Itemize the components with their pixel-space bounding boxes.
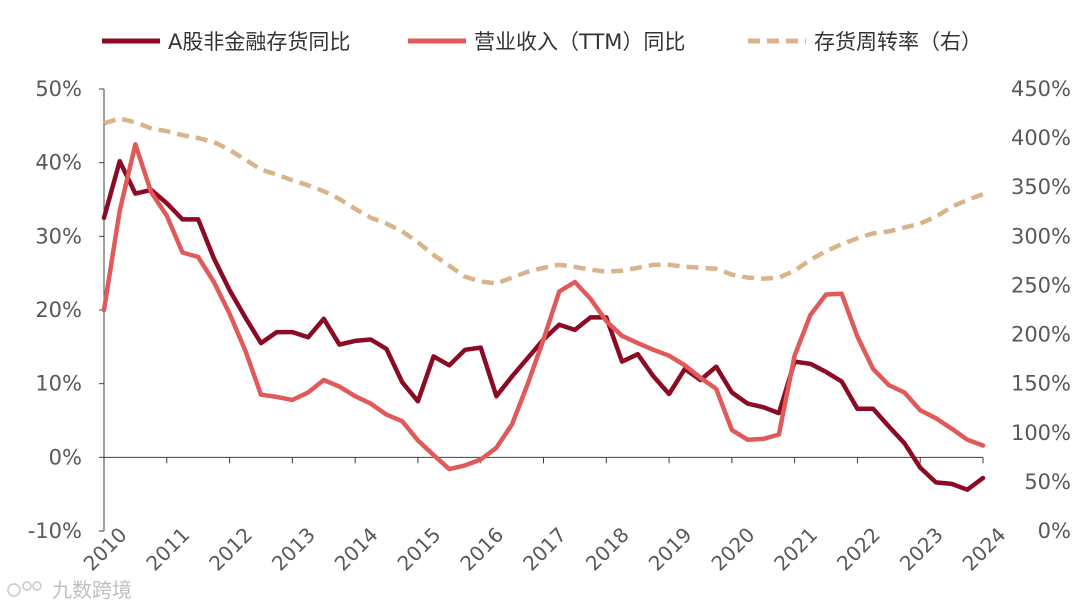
y-right-tick-label: 200%	[1011, 323, 1071, 347]
x-tick-label: 2023	[895, 523, 948, 576]
x-tick-label: 2010	[79, 523, 132, 576]
watermark-logo-icon	[7, 581, 42, 597]
y-left-tick-label: 10%	[35, 372, 82, 396]
watermark-text: 九数跨境	[52, 578, 132, 602]
x-tick-label: 2022	[832, 523, 885, 576]
legend-label-1: 营业收入（TTM）同比	[474, 30, 685, 54]
x-tick-label: 2020	[706, 523, 759, 576]
series-line-2	[103, 116, 984, 286]
y-right-tick-label: 450%	[1011, 77, 1071, 101]
y-right-tick-label: 100%	[1011, 421, 1071, 445]
legend-label-0: A股非金融存货同比	[168, 30, 350, 54]
y-right-tick-label: 50%	[1024, 470, 1071, 494]
y-right-tick-label: 400%	[1011, 126, 1071, 150]
y-right-tick-label: 350%	[1011, 175, 1071, 199]
x-tick-label: 2013	[267, 523, 320, 576]
watermark: 九数跨境	[7, 578, 132, 602]
y-left-tick-label: -10%	[28, 519, 82, 543]
y-left-tick-label: 0%	[49, 445, 82, 469]
y-left-tick-label: 50%	[35, 77, 82, 101]
y-left-tick-label: 30%	[35, 224, 82, 248]
y-right-tick-label: 300%	[1011, 224, 1071, 248]
legend-label-2: 存货周转率（右）	[814, 30, 982, 54]
y-left-tick-label: 20%	[35, 298, 82, 322]
y-left-tick-label: 40%	[35, 151, 82, 175]
y-right-tick-label: 0%	[1038, 519, 1071, 543]
x-tick-label: 2011	[141, 523, 194, 576]
y-right-tick-label: 250%	[1011, 273, 1071, 297]
x-tick-label: 2016	[455, 523, 508, 576]
x-tick-label: 2015	[392, 523, 445, 576]
series-line-1	[101, 142, 986, 472]
x-tick-label: 2024	[958, 523, 1011, 576]
series-layer	[101, 116, 986, 492]
x-tick-label: 2014	[330, 523, 383, 576]
legend: A股非金融存货同比 营业收入（TTM）同比 存货周转率（右）	[102, 30, 982, 54]
x-tick-label: 2017	[518, 523, 571, 576]
y-right-tick-label: 150%	[1011, 372, 1071, 396]
x-tick-label: 2012	[204, 523, 257, 576]
x-tick-label: 2019	[644, 523, 697, 576]
x-tick-label: 2021	[769, 523, 822, 576]
x-tick-label: 2018	[581, 523, 634, 576]
